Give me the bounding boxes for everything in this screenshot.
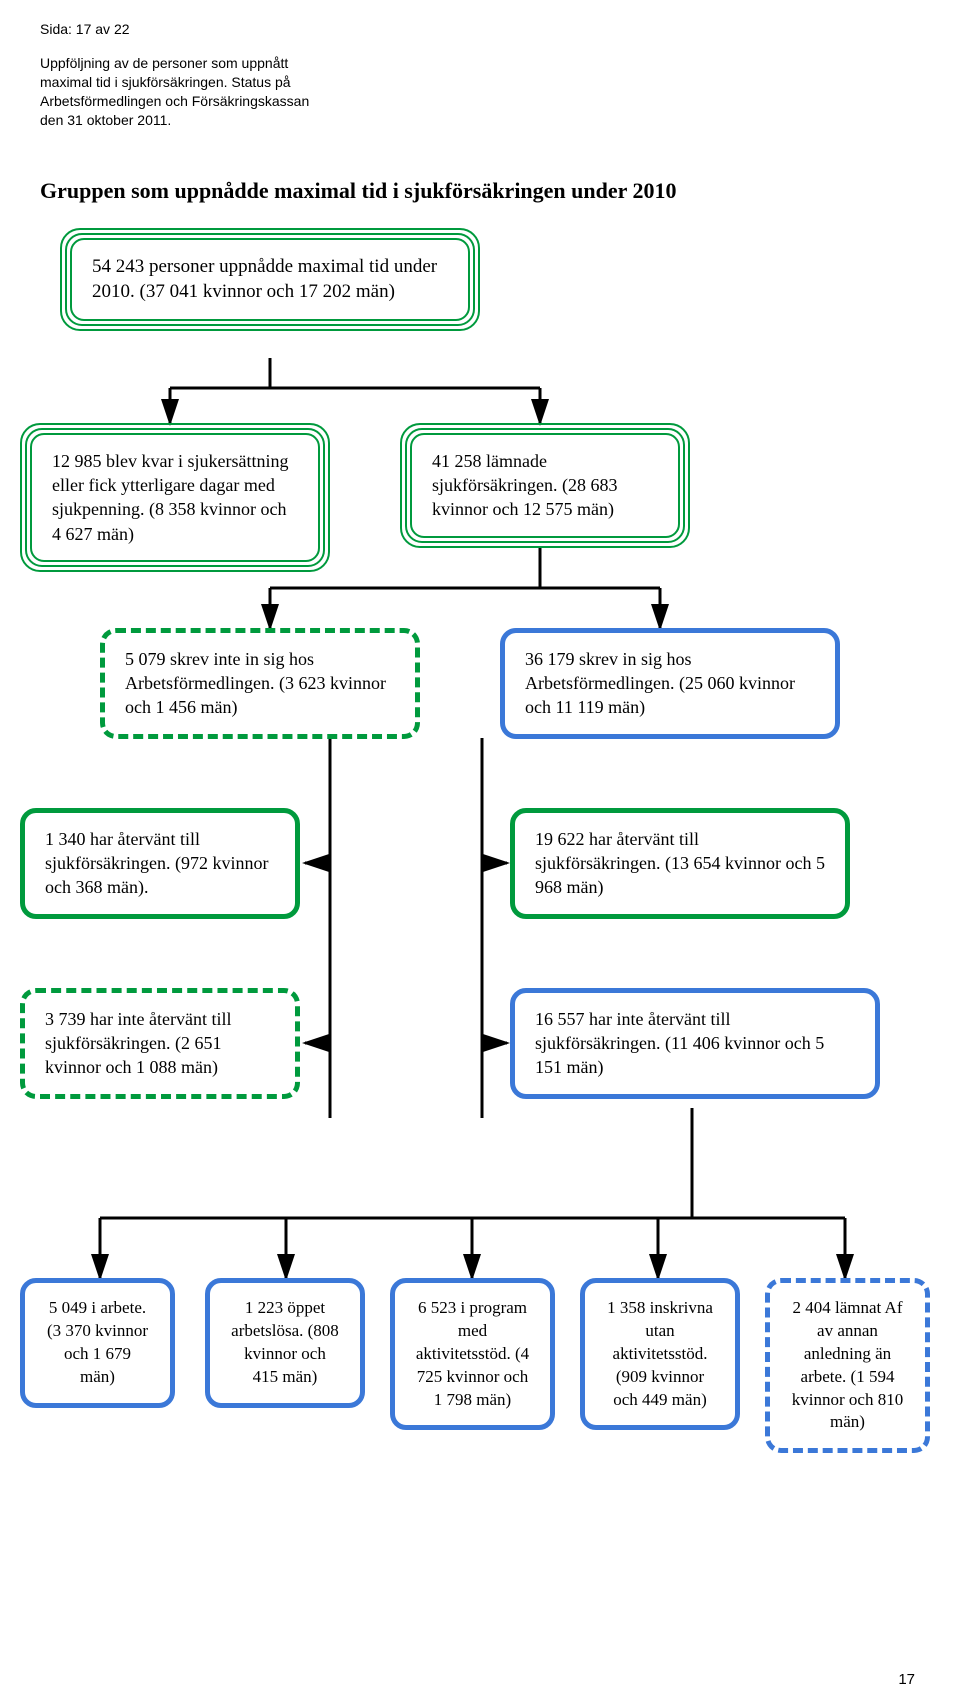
page: Sida: 17 av 22 Uppföljning av de persone… <box>0 0 960 1698</box>
node-b4: 1 358 inskrivna utan aktivitetsstöd. (90… <box>580 1278 740 1431</box>
node-l4b-text: 16 557 har inte återvänt till sjukförsäk… <box>535 1009 824 1078</box>
node-l3a: 1 340 har återvänt till sjukförsäkringen… <box>20 808 300 919</box>
node-b3-text: 6 523 i program med aktivitetsstöd. (4 7… <box>416 1298 529 1409</box>
header-line-3: Arbetsförmedlingen och Försäkringskassan <box>40 92 920 111</box>
node-l2b: 36 179 skrev in sig hos Arbetsförmedling… <box>500 628 840 739</box>
node-b1-text: 5 049 i arbete. (3 370 kvinnor och 1 679… <box>47 1298 148 1386</box>
node-l1a-text: 12 985 blev kvar i sjukersättning eller … <box>52 451 288 544</box>
node-b1: 5 049 i arbete. (3 370 kvinnor och 1 679… <box>20 1278 175 1408</box>
node-b2: 1 223 öppet arbetslösa. (808 kvinnor och… <box>205 1278 365 1408</box>
node-l3a-text: 1 340 har återvänt till sjukförsäkringen… <box>45 829 268 898</box>
page-title: Gruppen som uppnådde maximal tid i sjukf… <box>40 178 920 204</box>
node-l1a: 12 985 blev kvar i sjukersättning eller … <box>20 423 330 572</box>
node-l2a: 5 079 skrev inte in sig hos Arbetsförmed… <box>100 628 420 739</box>
node-l1b: 41 258 lämnade sjukförsäkringen. (28 683… <box>400 423 690 548</box>
page-number: 17 <box>898 1671 915 1688</box>
node-l3b-text: 19 622 har återvänt till sjukförsäkringe… <box>535 829 825 898</box>
node-l3b: 19 622 har återvänt till sjukförsäkringe… <box>510 808 850 919</box>
node-l4a-text: 3 739 har inte återvänt till sjukförsäkr… <box>45 1009 231 1078</box>
header-description: Uppföljning av de personer som uppnått m… <box>40 54 920 130</box>
node-b3: 6 523 i program med aktivitetsstöd. (4 7… <box>390 1278 555 1431</box>
header-line-1: Uppföljning av de personer som uppnått <box>40 54 920 73</box>
node-l1b-text: 41 258 lämnade sjukförsäkringen. (28 683… <box>432 451 617 520</box>
node-b4-text: 1 358 inskrivna utan aktivitetsstöd. (90… <box>607 1298 713 1409</box>
header-line-4: den 31 oktober 2011. <box>40 111 920 130</box>
page-indicator: Sida: 17 av 22 <box>40 20 920 38</box>
node-b5: 2 404 lämnat Af av annan anledning än ar… <box>765 1278 930 1454</box>
node-l4b: 16 557 har inte återvänt till sjukförsäk… <box>510 988 880 1099</box>
node-l4a: 3 739 har inte återvänt till sjukförsäkr… <box>20 988 300 1099</box>
node-root-text: 54 243 personer uppnådde maximal tid und… <box>92 256 437 303</box>
flowchart-canvas: 54 243 personer uppnådde maximal tid und… <box>40 228 920 1658</box>
header-line-2: maximal tid i sjukförsäkringen. Status p… <box>40 73 920 92</box>
node-b2-text: 1 223 öppet arbetslösa. (808 kvinnor och… <box>231 1298 339 1386</box>
node-l2a-text: 5 079 skrev inte in sig hos Arbetsförmed… <box>125 649 386 718</box>
node-l2b-text: 36 179 skrev in sig hos Arbetsförmedling… <box>525 649 795 718</box>
node-b5-text: 2 404 lämnat Af av annan anledning än ar… <box>792 1298 903 1432</box>
node-root: 54 243 personer uppnådde maximal tid und… <box>60 228 480 331</box>
